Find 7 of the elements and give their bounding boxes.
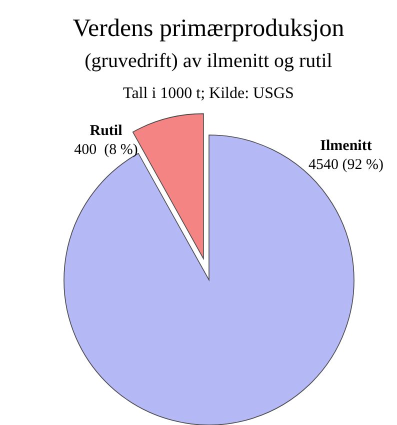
slice-label: Ilmenitt <box>320 138 372 154</box>
chart-title: Verdens primærproduksjon <box>72 15 345 42</box>
slice-label: Rutil <box>90 123 122 139</box>
chart-subtitle: (gruvedrift) av ilmenitt og rutil <box>84 50 333 72</box>
data-label: 4540 (92 %) <box>308 157 384 173</box>
data-label: 400 (8 %) <box>74 142 138 158</box>
text: Tall i 1000 t; Kilde: USGS <box>123 85 294 102</box>
